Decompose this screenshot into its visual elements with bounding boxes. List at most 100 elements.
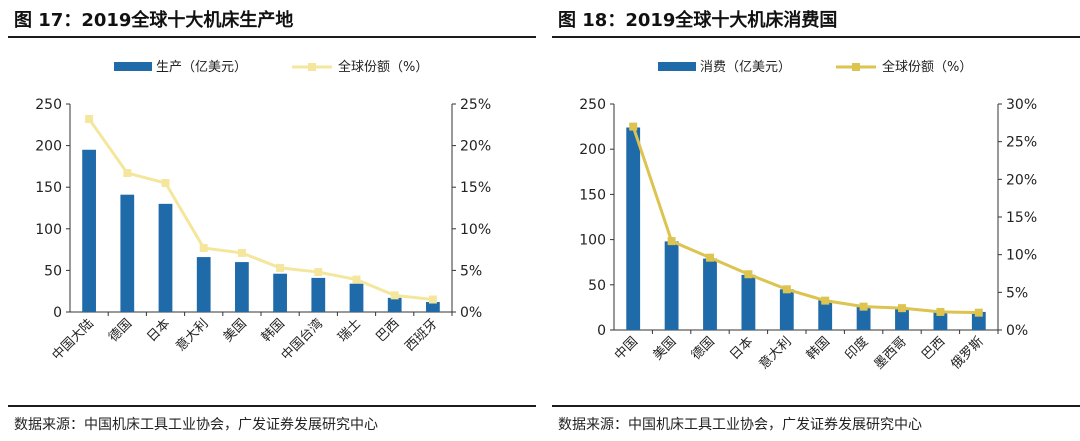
legend-swatch-bar: [658, 62, 696, 71]
share-point: [898, 304, 906, 313]
x-tick-label: 巴西: [919, 334, 948, 363]
share-point: [936, 307, 945, 316]
y-tick-label-right: 15%: [460, 180, 491, 196]
bar: [933, 311, 948, 330]
share-point: [782, 285, 791, 294]
x-tick-label: 德国: [689, 334, 718, 363]
x-tick-label: 墨西哥: [872, 334, 910, 372]
share-point: [161, 179, 170, 188]
bar: [626, 127, 641, 330]
bar: [311, 277, 326, 312]
y-tick-label-right: 20%: [1006, 172, 1037, 188]
y-tick-label-right: 15%: [1006, 210, 1037, 226]
share-point: [85, 114, 94, 123]
bar: [235, 262, 249, 312]
x-tick-label: 西班牙: [403, 316, 441, 354]
y-tick-label-left: 100: [35, 222, 62, 238]
bar: [158, 203, 173, 312]
bar: [818, 300, 833, 330]
y-tick-label-right: 30%: [1006, 97, 1037, 113]
x-tick-label: 日本: [727, 334, 756, 363]
y-tick-label-left: 250: [579, 97, 606, 113]
share-line: [87, 118, 434, 302]
y-tick-label-left: 50: [588, 278, 606, 294]
source-note: 数据来源：中国机床工具工业协会，广发证券发展研究中心: [14, 417, 378, 433]
bar: [895, 308, 909, 330]
x-tick-label: 韩国: [804, 334, 833, 363]
x-tick-label: 德国: [106, 316, 135, 345]
x-tick-label: 美国: [650, 334, 679, 363]
legend: 消费（亿美元） 全球份额（%）: [658, 59, 972, 75]
bar: [196, 257, 211, 312]
y-tick-label-right: 5%: [460, 263, 482, 279]
share-point: [237, 248, 246, 257]
y-tick-label-right: 0%: [460, 305, 482, 321]
share-line: [631, 126, 979, 315]
legend-marker: [308, 63, 316, 71]
bar: [387, 297, 402, 312]
legend: 生产（亿美元） 全球份额（%）: [114, 59, 428, 75]
share-point: [199, 243, 208, 252]
bar: [349, 283, 364, 312]
x-tick-label: 中国大陆: [49, 316, 97, 364]
production-chart: 生产（亿美元） 全球份额（%） 0 50 100 150 200 250 0% 5% 10% 15% 2…: [35, 59, 491, 364]
y-tick-label-right: 25%: [460, 97, 491, 113]
share-point: [390, 291, 399, 300]
chart-title: 图 18：2019全球十大机床消费国: [558, 10, 838, 31]
y-tick-label-left: 100: [579, 233, 606, 249]
y-tick-label-left: 150: [579, 187, 606, 203]
share-point: [974, 308, 983, 317]
share-point: [821, 296, 830, 305]
source-divider: [8, 405, 536, 407]
share-point: [314, 268, 323, 277]
x-tick-label: 瑞士: [335, 316, 364, 345]
share-point: [352, 275, 361, 284]
share-point: [744, 270, 753, 279]
share-point: [428, 295, 437, 304]
bar: [741, 274, 756, 330]
consumption-chart: 消费（亿美元） 全球份额（%） 0 50 100 150 200 250 0% 5% 10% 15% 2…: [579, 59, 1037, 373]
share-point: [706, 253, 714, 262]
x-tick-label: 印度: [842, 334, 872, 364]
y-tick-label-left: 0: [597, 323, 606, 339]
bar: [120, 194, 135, 312]
bar: [273, 273, 287, 312]
title-divider: [552, 36, 1080, 38]
chart-title: 图 17：2019全球十大机床生产地: [14, 10, 294, 31]
y-tick-label-right: 0%: [1006, 323, 1028, 339]
share-point: [276, 263, 285, 272]
legend-swatch-bar: [114, 62, 152, 71]
title-divider: [8, 36, 536, 38]
legend-marker: [852, 63, 860, 71]
x-tick-label: 中国台湾: [278, 316, 326, 364]
legend-label-line: 全球份额（%）: [338, 59, 428, 75]
y-tick-label-right: 10%: [460, 222, 491, 238]
share-point: [667, 237, 676, 246]
source-note: 数据来源：中国机床工具工业协会，广发证券发展研究中心: [558, 417, 922, 433]
x-tick-label: 俄罗斯: [948, 334, 986, 372]
share-point: [859, 302, 868, 311]
y-tick-label-right: 25%: [1006, 135, 1037, 151]
bar: [856, 306, 871, 330]
y-tick-label-left: 250: [35, 97, 62, 113]
x-tick-label: 巴西: [374, 316, 403, 345]
share-point: [629, 122, 638, 131]
x-tick-label: 日本: [144, 316, 173, 345]
panel-consumption: 图 18：2019全球十大机床消费国 消费（亿美元） 全球份额（%） 0 50 100 1…: [552, 0, 1080, 441]
bar: [426, 302, 440, 312]
legend-label-bar: 消费（亿美元）: [700, 60, 791, 75]
y-tick-label-left: 200: [579, 142, 606, 158]
x-tick-label: 美国: [221, 316, 250, 345]
x-tick-label: 意大利: [756, 334, 795, 373]
share-point: [123, 169, 132, 178]
bar: [82, 149, 96, 312]
y-tick-label-right: 20%: [460, 139, 491, 155]
source-divider: [552, 405, 1080, 407]
panel-production: 图 17：2019全球十大机床生产地 生产（亿美元） 全球份额（%） 0 50 100 1…: [8, 0, 536, 441]
legend-label-line: 全球份额（%）: [882, 59, 972, 75]
y-tick-label-left: 50: [44, 263, 62, 279]
x-tick-label: 意大利: [173, 316, 212, 355]
x-tick-label: 韩国: [259, 316, 288, 345]
y-tick-label-right: 5%: [1006, 285, 1028, 301]
bar: [703, 258, 717, 330]
